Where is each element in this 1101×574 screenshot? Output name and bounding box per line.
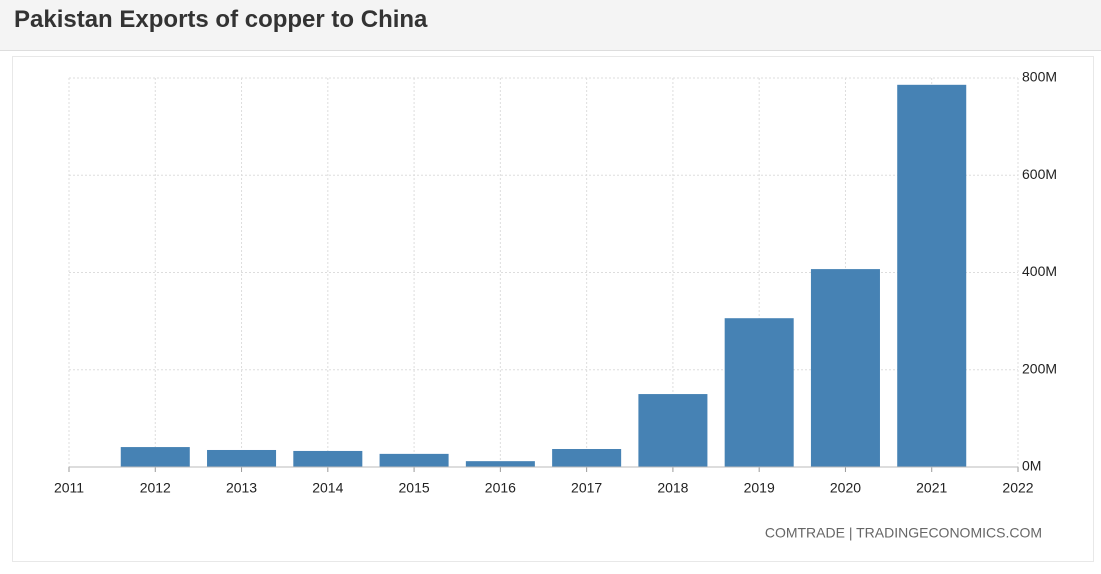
bar: [293, 450, 363, 467]
x-tick-label: 2021: [916, 480, 947, 496]
bar: [379, 453, 449, 467]
y-tick-label: 0M: [1022, 458, 1041, 474]
bar: [810, 269, 880, 467]
header: Pakistan Exports of copper to China: [0, 0, 1101, 51]
bar: [120, 447, 190, 467]
bar: [465, 461, 535, 467]
x-tick-label: 2020: [830, 480, 861, 496]
bar: [638, 394, 708, 467]
page-title: Pakistan Exports of copper to China: [14, 6, 428, 33]
x-tick-label: 2018: [657, 480, 688, 496]
bar: [207, 449, 277, 467]
x-tick-label: 2017: [571, 480, 602, 496]
x-tick-label: 2015: [399, 480, 430, 496]
x-tick-label: 2013: [226, 480, 257, 496]
x-tick-label: 2014: [312, 480, 343, 496]
bar: [724, 318, 794, 467]
x-tick-label: 2016: [485, 480, 516, 496]
x-tick-label: 2019: [744, 480, 775, 496]
x-tick-label: 2011: [54, 480, 84, 496]
chart-panel: [12, 56, 1094, 562]
y-tick-label: 200M: [1022, 360, 1057, 376]
y-tick-label: 400M: [1022, 263, 1057, 279]
bar: [897, 84, 967, 468]
source: COMTRADE | TRADINGECONOMICS.COM: [765, 525, 1042, 541]
x-tick-label: 2022: [1002, 480, 1033, 496]
y-tick-label: 800M: [1022, 69, 1057, 85]
y-tick-label: 600M: [1022, 166, 1057, 182]
x-tick-label: 2012: [140, 480, 171, 496]
bar: [552, 449, 622, 467]
